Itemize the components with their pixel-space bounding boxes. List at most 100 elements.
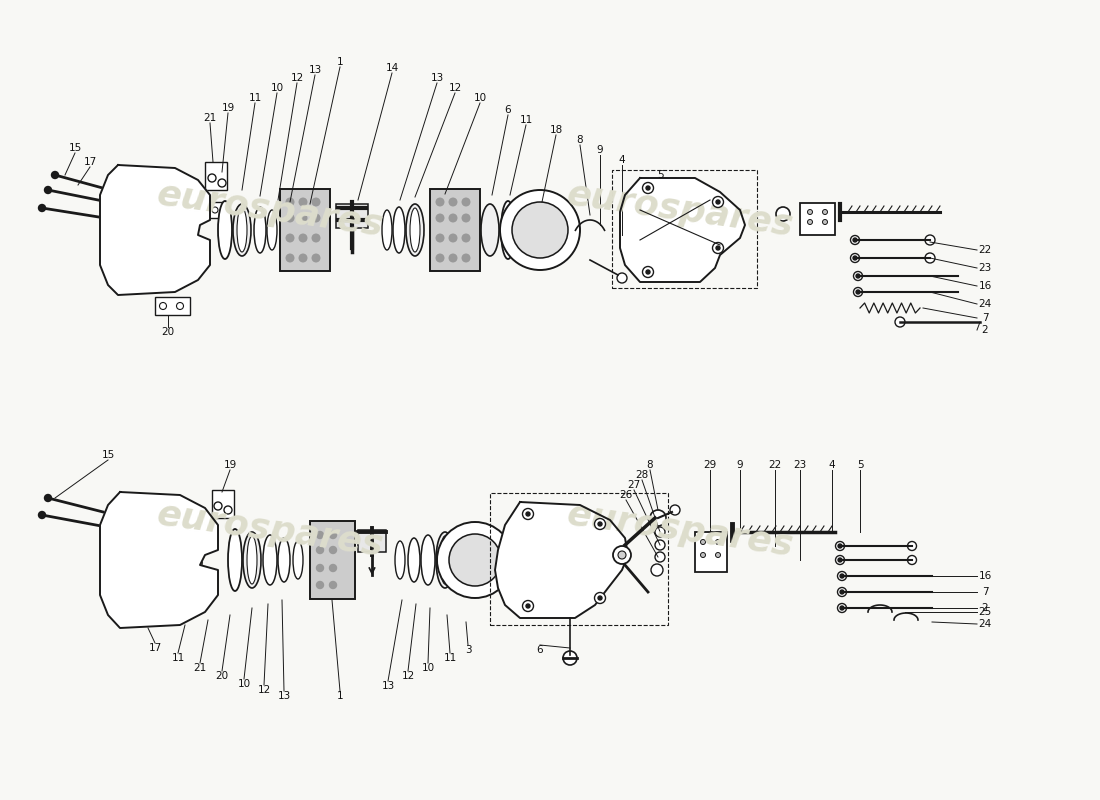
Ellipse shape bbox=[267, 210, 277, 250]
Ellipse shape bbox=[393, 207, 405, 253]
Text: 12: 12 bbox=[449, 83, 462, 93]
Text: 3: 3 bbox=[464, 645, 471, 655]
Bar bbox=[212, 490, 234, 518]
Circle shape bbox=[176, 302, 184, 310]
Circle shape bbox=[807, 219, 813, 225]
Circle shape bbox=[837, 571, 847, 581]
Text: 16: 16 bbox=[978, 281, 991, 291]
Text: 13: 13 bbox=[430, 73, 443, 83]
Text: 12: 12 bbox=[402, 671, 415, 681]
Circle shape bbox=[44, 186, 52, 194]
Circle shape bbox=[317, 565, 323, 571]
Circle shape bbox=[129, 204, 182, 256]
Text: 28: 28 bbox=[636, 470, 649, 480]
Ellipse shape bbox=[395, 541, 405, 579]
Circle shape bbox=[642, 182, 653, 194]
Circle shape bbox=[840, 606, 844, 610]
Text: 16: 16 bbox=[978, 571, 991, 581]
Circle shape bbox=[522, 509, 534, 519]
Circle shape bbox=[116, 279, 128, 291]
Circle shape bbox=[617, 273, 627, 283]
Circle shape bbox=[462, 234, 470, 242]
Circle shape bbox=[312, 214, 320, 222]
Ellipse shape bbox=[236, 208, 248, 252]
Bar bbox=[336, 204, 368, 228]
Circle shape bbox=[317, 546, 323, 554]
Circle shape bbox=[716, 200, 720, 204]
Text: 9: 9 bbox=[737, 460, 744, 470]
Circle shape bbox=[462, 214, 470, 222]
Circle shape bbox=[224, 506, 232, 514]
Text: 29: 29 bbox=[703, 460, 716, 470]
Circle shape bbox=[840, 590, 844, 594]
Text: 27: 27 bbox=[627, 480, 640, 490]
Circle shape bbox=[123, 501, 126, 505]
Circle shape bbox=[330, 582, 337, 589]
Text: 4: 4 bbox=[828, 460, 835, 470]
Circle shape bbox=[330, 565, 337, 571]
Circle shape bbox=[852, 238, 857, 242]
Circle shape bbox=[437, 254, 443, 262]
Bar bbox=[205, 162, 227, 190]
Text: 21: 21 bbox=[194, 663, 207, 673]
Circle shape bbox=[449, 254, 456, 262]
Circle shape bbox=[618, 551, 626, 559]
Bar bbox=[310, 521, 355, 599]
Circle shape bbox=[437, 234, 443, 242]
Circle shape bbox=[651, 564, 663, 576]
Text: 18: 18 bbox=[549, 125, 562, 135]
Ellipse shape bbox=[408, 538, 420, 582]
Text: 19: 19 bbox=[223, 460, 236, 470]
Text: 14: 14 bbox=[385, 63, 398, 73]
Text: 5: 5 bbox=[657, 170, 663, 180]
Circle shape bbox=[701, 553, 705, 558]
Text: 26: 26 bbox=[619, 490, 632, 500]
Circle shape bbox=[299, 234, 307, 242]
Circle shape bbox=[117, 192, 192, 268]
Circle shape bbox=[563, 651, 578, 665]
Bar bbox=[280, 189, 330, 271]
Circle shape bbox=[449, 534, 500, 586]
Ellipse shape bbox=[410, 208, 420, 252]
Circle shape bbox=[715, 539, 720, 545]
Circle shape bbox=[119, 497, 131, 509]
Circle shape bbox=[52, 171, 58, 178]
Circle shape bbox=[512, 202, 568, 258]
Text: 19: 19 bbox=[221, 103, 234, 113]
Circle shape bbox=[654, 540, 666, 550]
Text: 9: 9 bbox=[596, 145, 603, 155]
Text: eurospares: eurospares bbox=[564, 178, 795, 242]
Text: 13: 13 bbox=[308, 65, 321, 75]
Text: 25: 25 bbox=[978, 607, 991, 617]
Circle shape bbox=[522, 601, 534, 611]
Circle shape bbox=[598, 596, 602, 600]
Circle shape bbox=[654, 527, 666, 537]
Circle shape bbox=[449, 234, 456, 242]
Circle shape bbox=[189, 182, 201, 194]
Text: 21: 21 bbox=[204, 113, 217, 123]
Circle shape bbox=[852, 256, 857, 260]
Circle shape bbox=[198, 602, 202, 606]
Circle shape bbox=[286, 214, 294, 222]
Ellipse shape bbox=[248, 536, 257, 584]
Circle shape bbox=[120, 173, 124, 177]
Text: 5: 5 bbox=[857, 460, 864, 470]
Text: 23: 23 bbox=[793, 460, 806, 470]
Circle shape bbox=[330, 531, 337, 538]
Circle shape bbox=[198, 514, 202, 518]
Circle shape bbox=[598, 522, 602, 526]
Circle shape bbox=[925, 253, 935, 263]
Text: 10: 10 bbox=[473, 93, 486, 103]
Circle shape bbox=[189, 266, 201, 278]
Circle shape bbox=[925, 235, 935, 245]
Circle shape bbox=[312, 234, 320, 242]
Ellipse shape bbox=[228, 529, 242, 591]
Circle shape bbox=[594, 593, 605, 603]
Circle shape bbox=[317, 582, 323, 589]
Circle shape bbox=[823, 219, 827, 225]
Text: 11: 11 bbox=[519, 115, 532, 125]
Text: 22: 22 bbox=[978, 245, 991, 255]
Circle shape bbox=[330, 546, 337, 554]
Circle shape bbox=[715, 553, 720, 558]
Bar bbox=[800, 203, 835, 235]
